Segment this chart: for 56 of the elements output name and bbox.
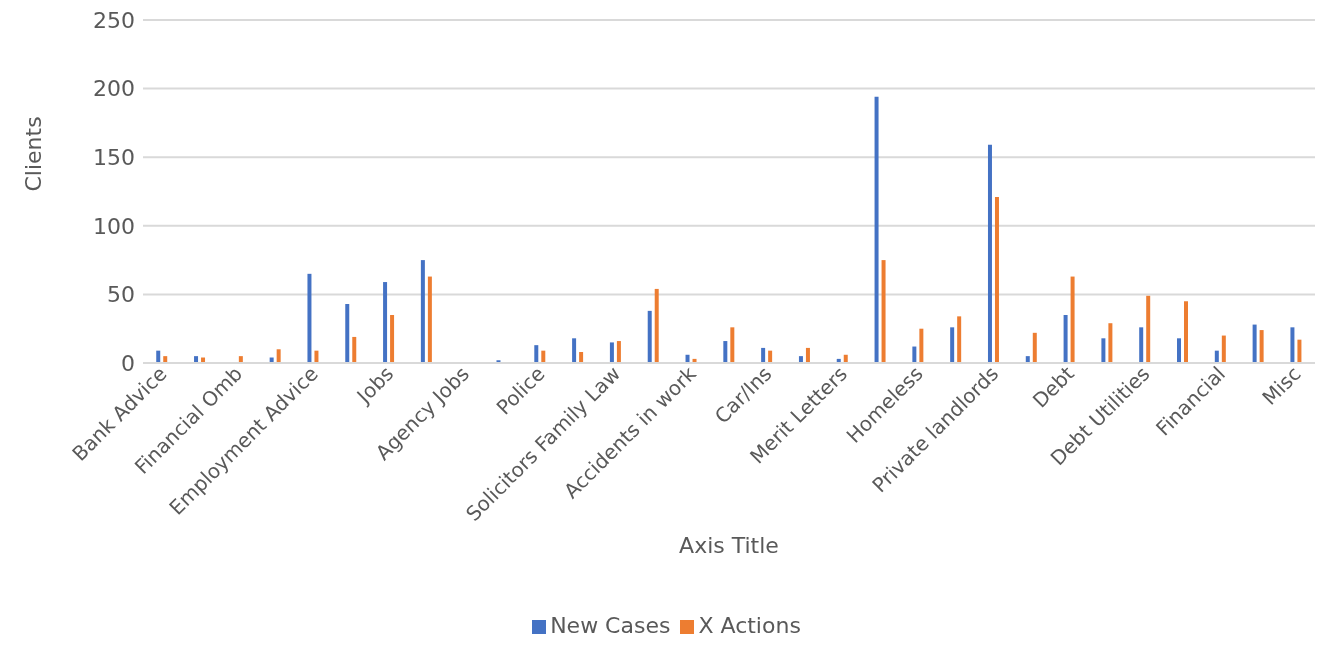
y-tick-label: 100 [93, 213, 135, 239]
bar [723, 341, 728, 363]
bar [534, 345, 539, 363]
bar [156, 350, 161, 363]
bar [654, 288, 659, 363]
bar [881, 260, 886, 363]
y-tick-label: 150 [93, 145, 135, 171]
bar [314, 350, 319, 363]
y-axis-title: Clients [20, 116, 46, 192]
bar [1101, 338, 1106, 363]
bar [1252, 324, 1257, 363]
bar [957, 316, 962, 363]
bar [1290, 327, 1295, 363]
bar [541, 350, 546, 363]
bar [1070, 276, 1075, 363]
bar [874, 96, 879, 363]
x-axis-title: Axis Title [679, 533, 779, 558]
bar [276, 349, 281, 363]
bar [987, 144, 992, 363]
legend-label: New Cases [550, 613, 671, 638]
legend-label: X Actions [698, 613, 801, 638]
bar [383, 282, 388, 363]
bar [994, 196, 999, 363]
bar [1297, 339, 1302, 363]
bar [1177, 338, 1182, 363]
bar [768, 350, 773, 363]
bar [420, 260, 425, 363]
y-tick-label: 0 [121, 350, 135, 376]
bar [307, 273, 312, 363]
bar [1259, 330, 1264, 363]
bar [912, 346, 917, 363]
bar [579, 352, 584, 363]
y-tick-label: 200 [93, 76, 135, 102]
bar [1184, 301, 1189, 363]
bar [1063, 314, 1068, 363]
bar [1146, 295, 1151, 363]
bar [390, 314, 395, 363]
bar [1214, 350, 1219, 363]
bar [730, 327, 735, 363]
bar [1032, 332, 1037, 363]
bar [1108, 323, 1113, 363]
bar [616, 341, 621, 363]
bar [647, 310, 652, 363]
bar [1221, 335, 1226, 363]
bar [761, 347, 766, 363]
bar [572, 338, 577, 363]
bar [345, 304, 350, 363]
y-tick-label: 250 [93, 7, 135, 33]
bar [950, 327, 955, 363]
bar [919, 328, 924, 363]
bar [805, 347, 810, 363]
bar [1139, 327, 1144, 363]
bar [609, 342, 614, 363]
y-tick-label: 50 [107, 282, 135, 308]
bar [352, 336, 357, 363]
bar [427, 276, 432, 363]
